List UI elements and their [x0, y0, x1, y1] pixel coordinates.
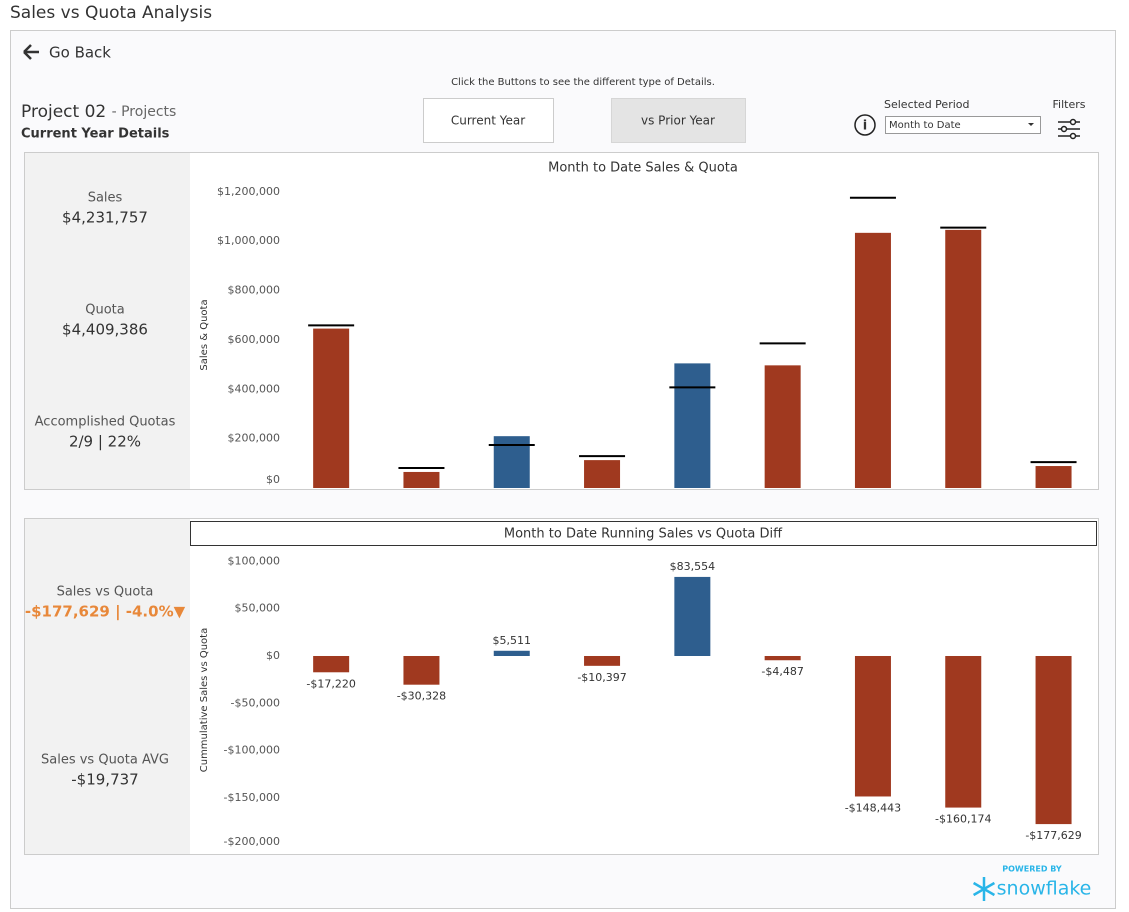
kpi-value: -$19,737 — [71, 771, 138, 789]
value-label: -$148,443 — [845, 801, 901, 814]
button-label[interactable]: vs Prior Year — [641, 114, 715, 128]
button[interactable] — [423, 98, 554, 143]
value-label: $5,511 — [493, 634, 532, 647]
project-type: - Projects — [112, 104, 177, 120]
value-label: -$160,174 — [935, 813, 991, 826]
y-axis-label: Sales & Quota — [199, 299, 210, 370]
y-tick-label: $0 — [266, 649, 280, 662]
y-tick-label: $1,000,000 — [217, 234, 280, 247]
kpi-panel — [25, 519, 190, 854]
bar — [313, 655, 350, 673]
bar — [854, 655, 891, 797]
bar — [945, 655, 982, 808]
kpi-label: Quota — [85, 303, 125, 318]
filters-icon[interactable] — [1058, 118, 1080, 140]
bar — [403, 471, 440, 488]
bar — [945, 229, 982, 488]
value-label: -$10,397 — [577, 671, 626, 684]
value-label: -$177,629 — [1025, 829, 1081, 842]
bar — [764, 365, 801, 488]
hint: Click the Buttons to see the different t… — [451, 77, 715, 88]
kpi-label: Sales — [88, 191, 123, 206]
chart-title: Month to Date Running Sales vs Quota Dif… — [504, 527, 783, 542]
y-tick-label: $0 — [266, 473, 280, 486]
kpi-value: $4,231,757 — [62, 209, 148, 227]
y-tick-label: -$200,000 — [224, 835, 280, 848]
y-tick-label: $100,000 — [228, 554, 281, 567]
bar — [1035, 655, 1072, 825]
button[interactable] — [611, 98, 746, 143]
y-tick-label: $600,000 — [228, 333, 281, 346]
y-tick-label: $50,000 — [235, 602, 281, 615]
bar — [674, 576, 711, 656]
value-label: $83,554 — [670, 560, 716, 573]
bar — [1035, 466, 1072, 488]
project: Project 02 - Projects — [21, 102, 176, 122]
period-value[interactable]: Month to Date — [889, 120, 961, 131]
back-button[interactable]: Go Back — [23, 44, 111, 62]
filters-label: Filters — [1053, 98, 1086, 111]
project-name: Project 02 — [21, 102, 106, 122]
period-select[interactable] — [885, 116, 1041, 134]
title-box — [190, 521, 1097, 546]
bar — [493, 436, 530, 488]
kpi-label: Sales vs Quota — [57, 585, 154, 600]
y-tick-label: $400,000 — [228, 382, 281, 395]
bar — [584, 655, 621, 666]
y-axis-label: Cummulative Sales vs Quota — [199, 628, 210, 772]
button-label[interactable]: Current Year — [451, 114, 525, 128]
chart-title: Month to Date Sales & Quota — [548, 161, 738, 176]
bar — [584, 460, 621, 488]
y-tick-label: -$100,000 — [224, 744, 280, 757]
info-glyph: i — [863, 119, 867, 134]
y-tick-label: -$150,000 — [224, 791, 280, 804]
bar — [493, 650, 530, 656]
dropdown-caret — [1028, 123, 1034, 126]
back-arrow — [23, 44, 39, 60]
powered-by: POWERED BY — [1002, 865, 1062, 874]
y-tick-label: $800,000 — [228, 284, 281, 297]
kpi-label: Accomplished Quotas — [35, 415, 176, 430]
value-label: -$30,328 — [397, 690, 446, 703]
kpi-value: $4,409,386 — [62, 321, 148, 339]
info-icon[interactable] — [854, 114, 876, 136]
back-label[interactable]: Go Back — [49, 44, 111, 62]
kpi-value: 2/9 | 22% — [69, 433, 141, 451]
value-label: -$17,220 — [306, 677, 355, 690]
bar — [764, 655, 801, 661]
project-subtitle: Current Year Details — [21, 127, 170, 142]
kpi-label: Sales vs Quota AVG — [41, 753, 169, 768]
period-label: Selected Period — [884, 98, 969, 111]
bar — [403, 655, 440, 685]
chart-panel — [24, 152, 1099, 490]
y-tick-label: $200,000 — [228, 432, 281, 445]
y-tick-label: $1,200,000 — [217, 185, 280, 198]
bar — [854, 232, 891, 488]
snowflake-logo — [972, 877, 996, 901]
kpi-value: -$177,629 | -4.0%▼ — [25, 603, 186, 622]
value-label: -$4,487 — [761, 665, 803, 678]
brand: snowflake — [997, 878, 1092, 900]
kpi-panel — [25, 153, 190, 489]
page-title: Sales vs Quota Analysis — [10, 3, 212, 23]
bar — [674, 363, 711, 488]
bar — [313, 328, 350, 488]
y-tick-label: -$50,000 — [231, 696, 280, 709]
chart-panel — [24, 518, 1099, 855]
